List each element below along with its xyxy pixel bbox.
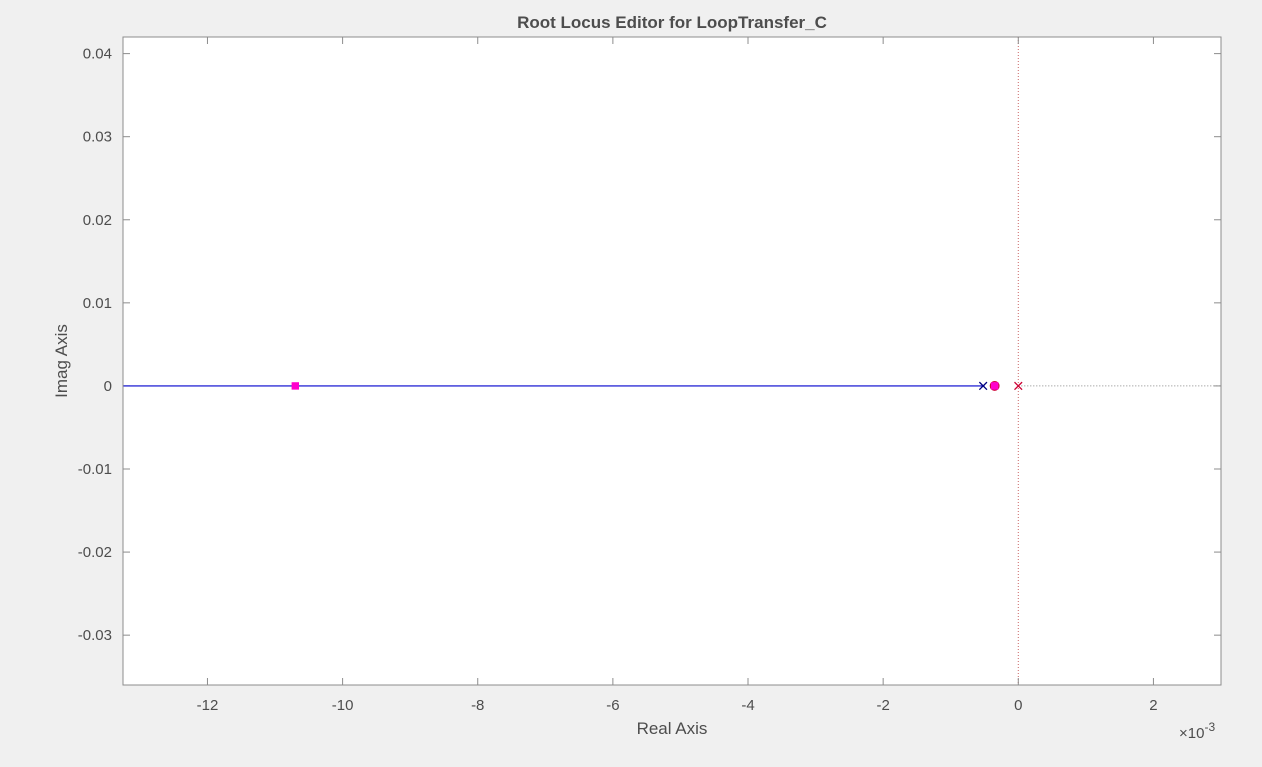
x-tick-label: 0 xyxy=(1014,697,1022,714)
y-tick-label: -0.02 xyxy=(78,544,112,561)
closed-loop-pole-marker xyxy=(990,382,999,390)
x-tick-label: -4 xyxy=(741,697,754,714)
x-exponent-base: ×10 xyxy=(1179,725,1204,742)
open-loop-pole-marker xyxy=(1014,381,1023,391)
reference-lines xyxy=(1017,37,1221,685)
axes-box xyxy=(122,36,1222,686)
x-tick-labels: -12 -10 -8 -6 -4 -2 0 2 xyxy=(197,697,1158,714)
x-tick-label: -10 xyxy=(332,697,354,714)
y-tick-label: 0 xyxy=(104,378,112,395)
plot-area[interactable] xyxy=(123,37,1221,685)
x-tick-label: -8 xyxy=(471,697,484,714)
y-tick-label: 0.04 xyxy=(83,46,112,63)
x-axis-label: Real Axis xyxy=(637,719,708,738)
y-tick-label: -0.03 xyxy=(78,627,112,644)
x-tick-label: 2 xyxy=(1149,697,1157,714)
y-axis-label: Imag Axis xyxy=(52,324,71,398)
zero-marker xyxy=(989,380,1000,391)
closed-loop-pole-marker xyxy=(291,382,300,390)
y-tick-label: 0.03 xyxy=(83,129,112,146)
chart-title: Root Locus Editor for LoopTransfer_C xyxy=(517,13,827,32)
y-tick-label: -0.01 xyxy=(78,461,112,478)
x-tick-label: -12 xyxy=(197,697,219,714)
x-exponent-label: ×10-3 xyxy=(1179,720,1215,742)
x-tick-label: -6 xyxy=(606,697,619,714)
y-tick-labels: 0.04 0.03 0.02 0.01 0 -0.01 -0.02 -0.03 xyxy=(78,46,112,645)
x-exponent-power: -3 xyxy=(1204,720,1215,734)
y-tick-label: 0.01 xyxy=(83,295,112,312)
x-tick-label: -2 xyxy=(876,697,889,714)
y-tick-label: 0.02 xyxy=(83,212,112,229)
chart-marks xyxy=(123,380,1023,391)
open-loop-pole-marker xyxy=(978,381,988,391)
